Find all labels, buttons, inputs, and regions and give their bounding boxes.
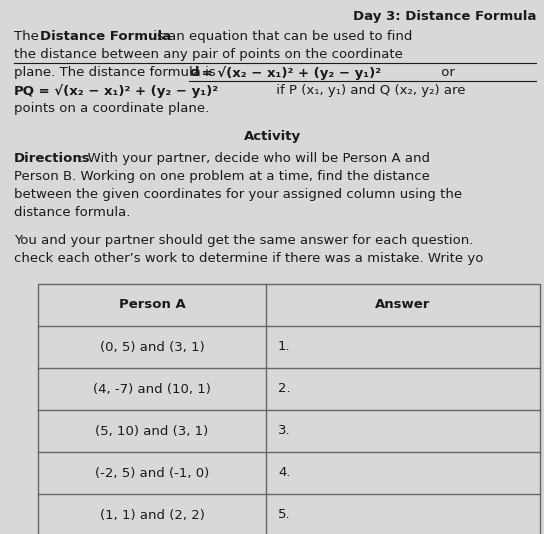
Text: (0, 5) and (3, 1): (0, 5) and (3, 1): [100, 341, 205, 354]
Text: : With your partner, decide who will be Person A and: : With your partner, decide who will be …: [79, 152, 430, 165]
Text: Directions: Directions: [14, 152, 91, 165]
Text: check each other’s work to determine if there was a mistake. Write yo: check each other’s work to determine if …: [14, 252, 484, 265]
Text: Activity: Activity: [243, 130, 301, 143]
Text: between the given coordinates for your assigned column using the: between the given coordinates for your a…: [14, 188, 462, 201]
Text: is an equation that can be used to find: is an equation that can be used to find: [149, 30, 412, 43]
Text: (1, 1) and (2, 2): (1, 1) and (2, 2): [100, 508, 205, 522]
Text: = √(x₂ − x₁)² + (y₂ − y₁)²: = √(x₂ − x₁)² + (y₂ − y₁)²: [34, 84, 218, 98]
Text: Day 3: Distance Formula: Day 3: Distance Formula: [353, 10, 536, 23]
Text: Person B. Working on one problem at a time, find the distance: Person B. Working on one problem at a ti…: [14, 170, 430, 183]
Text: Answer: Answer: [375, 299, 431, 311]
Bar: [38, 284, 540, 534]
Text: if P (x₁, y₁) and Q (x₂, y₂) are: if P (x₁, y₁) and Q (x₂, y₂) are: [272, 84, 466, 97]
Text: points on a coordinate plane.: points on a coordinate plane.: [14, 102, 209, 115]
Text: Person A: Person A: [119, 299, 186, 311]
Text: (-2, 5) and (-1, 0): (-2, 5) and (-1, 0): [95, 467, 209, 480]
Text: = √(x₂ − x₁)² + (y₂ − y₁)²: = √(x₂ − x₁)² + (y₂ − y₁)²: [197, 66, 381, 80]
Text: 4.: 4.: [278, 467, 290, 480]
Text: distance formula.: distance formula.: [14, 206, 131, 219]
Text: PQ: PQ: [14, 84, 35, 97]
Text: Distance Formula: Distance Formula: [40, 30, 171, 43]
Text: 1.: 1.: [278, 341, 290, 354]
Text: plane. The distance formula is: plane. The distance formula is: [14, 66, 220, 79]
Text: the distance between any pair of points on the coordinate: the distance between any pair of points …: [14, 48, 403, 61]
Text: You and your partner should get the same answer for each question.: You and your partner should get the same…: [14, 234, 473, 247]
Text: (4, -7) and (10, 1): (4, -7) and (10, 1): [93, 382, 211, 396]
Text: (5, 10) and (3, 1): (5, 10) and (3, 1): [95, 425, 209, 437]
Text: 5.: 5.: [278, 508, 290, 522]
Text: or: or: [437, 66, 455, 79]
Text: The: The: [14, 30, 43, 43]
Text: d: d: [189, 66, 199, 79]
Text: 2.: 2.: [278, 382, 290, 396]
Text: 3.: 3.: [278, 425, 290, 437]
